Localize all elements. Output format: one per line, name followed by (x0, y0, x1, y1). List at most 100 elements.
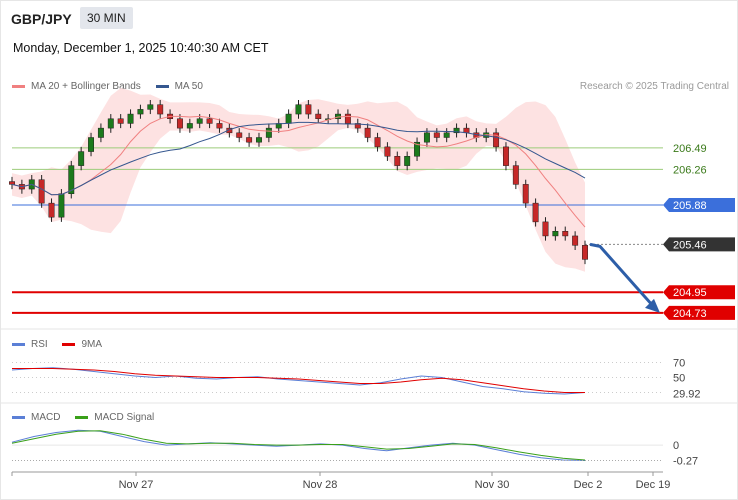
candle-body (582, 245, 588, 260)
candle-body (394, 156, 401, 166)
legend-label-rsi: RSI (31, 339, 48, 350)
legend-item-rsi-ma: 9MA (62, 339, 102, 350)
macd-legend: MACD MACD Signal (12, 412, 166, 423)
candle-body (532, 202, 539, 223)
ma50-line (11, 121, 586, 196)
candle-body (206, 118, 213, 124)
current-price-label: 205.46 (673, 239, 707, 251)
candle-body (552, 231, 559, 237)
candle-body (117, 118, 124, 124)
legend-item-macd: MACD (12, 412, 60, 423)
candle-body (414, 141, 421, 157)
candle-body (236, 132, 243, 138)
candle-body (48, 202, 55, 218)
candle-body (453, 127, 460, 134)
candle-body (137, 109, 144, 115)
candle-body (423, 132, 430, 143)
legend-label-macd-signal: MACD Signal (94, 412, 155, 423)
candle-body (186, 123, 193, 129)
candle-body (127, 113, 134, 124)
candle-body (97, 127, 104, 138)
candle-body (196, 118, 203, 124)
chart-header: GBP/JPY 30 MIN (0, 0, 738, 34)
x-axis-label: Nov 30 (475, 479, 510, 491)
x-axis-label: Nov 27 (119, 479, 154, 491)
legend-item-ma20: MA 20 + Bollinger Bands (12, 81, 141, 92)
rsi-legend: RSI 9MA (12, 339, 114, 350)
candle-body (9, 181, 15, 185)
support-price-tag-4 (663, 285, 735, 300)
rsi-ma-line (12, 368, 585, 393)
rsi-tick-label: 50 (673, 373, 685, 385)
candle-body (404, 156, 411, 166)
candle-body (157, 104, 164, 115)
symbol-title: GBP/JPY (11, 11, 72, 27)
legend-item-ma50: MA 50 (155, 81, 203, 92)
candle-body (256, 137, 262, 143)
rsi-value-label: 29.92 (673, 389, 701, 401)
macd-tick-label: 0 (673, 440, 679, 452)
candle-body (147, 104, 154, 110)
candle-body (295, 104, 302, 115)
candle-body (433, 132, 440, 138)
candle-body (512, 165, 519, 185)
candle-body (502, 146, 509, 166)
macd-value-label: -0.27 (673, 456, 698, 468)
candle-body (374, 137, 381, 148)
candle-body (364, 127, 371, 138)
ma20-line (11, 115, 586, 228)
bollinger-band (12, 88, 585, 272)
x-axis-label: Nov 28 (303, 479, 338, 491)
rsi-line (11, 367, 586, 395)
candle-body (68, 165, 75, 194)
candle-body (176, 118, 183, 129)
candle-body (562, 231, 569, 237)
forecast-arrowhead (645, 298, 660, 313)
x-axis-label: Dec 19 (636, 479, 671, 491)
candle-body (522, 184, 529, 204)
candle-body (354, 123, 361, 129)
candle-body (384, 146, 391, 157)
candle-body (285, 113, 292, 124)
candle-body (305, 104, 312, 115)
legend-swatch-macd-signal (75, 415, 89, 419)
legend-swatch-ma20 (12, 84, 25, 88)
resistance-label-0: 206.49 (673, 143, 707, 155)
candle-body (246, 137, 253, 143)
interval-badge[interactable]: 30 MIN (80, 7, 133, 29)
candle-body (216, 123, 223, 129)
legend-swatch-ma50 (155, 84, 169, 88)
support-label-5: 204.73 (673, 308, 707, 320)
candle-body (315, 113, 322, 119)
support-price-tag-5 (663, 305, 735, 320)
candle-body (78, 151, 85, 166)
candle-body (542, 221, 549, 237)
legend-swatch-rsi (12, 342, 25, 346)
legend-label-ma20: MA 20 + Bollinger Bands (31, 81, 141, 92)
legend-label-rsi-ma: 9MA (81, 339, 103, 350)
legend-item-rsi: RSI (12, 339, 48, 350)
research-credit: Research © 2025 Trading Central (579, 81, 729, 92)
macd-signal-line (11, 430, 586, 461)
main-legend: MA 20 + Bollinger Bands MA 50 (12, 81, 215, 92)
candle-body (265, 127, 272, 138)
timestamp: Monday, December 1, 2025 10:40:30 AM CET (13, 41, 269, 55)
rsi-tick-label: 70 (673, 358, 685, 370)
candle-body (344, 113, 351, 124)
legend-item-macd-signal: MACD Signal (75, 412, 154, 423)
candle-body (493, 132, 500, 148)
legend-label-macd: MACD (31, 412, 61, 423)
candle-body (88, 137, 95, 152)
x-axis-label: Dec 2 (574, 479, 603, 491)
forecast-arrow (589, 242, 654, 306)
candle-body (38, 179, 45, 204)
legend-swatch-rsi-ma (62, 342, 76, 346)
candle-body (107, 118, 114, 129)
current-price-tag (663, 237, 735, 252)
candle-body (58, 193, 65, 218)
resistance-label-1: 206.26 (673, 164, 707, 176)
support-label-4: 204.95 (673, 287, 707, 299)
legend-swatch-macd (12, 415, 25, 419)
candle-body (572, 235, 579, 246)
